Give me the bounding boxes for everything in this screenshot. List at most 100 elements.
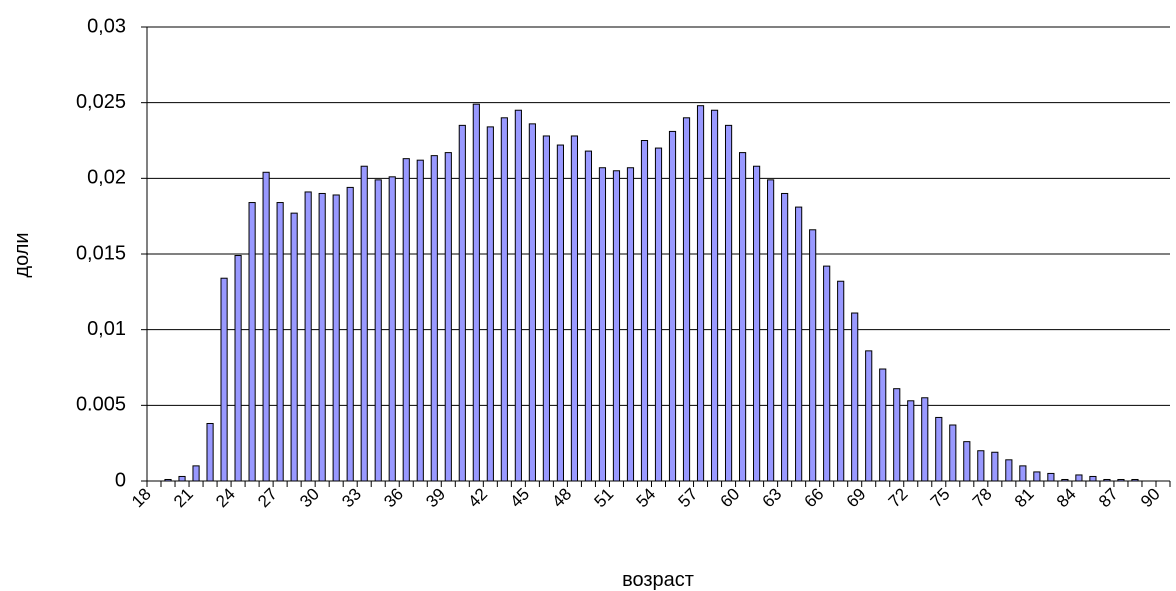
bar <box>795 206 803 482</box>
y-tick-label: 0,03 <box>87 15 126 37</box>
bar <box>654 147 663 482</box>
bar <box>570 135 579 482</box>
x-tick-label: 30 <box>296 484 323 511</box>
bar <box>416 159 424 482</box>
bar <box>1005 459 1013 482</box>
x-tick-label: 66 <box>801 484 828 511</box>
bar <box>1089 475 1097 482</box>
bar <box>192 465 200 482</box>
bar <box>865 350 873 482</box>
x-tick-label: 81 <box>1011 484 1038 511</box>
x-tick-label: 72 <box>885 484 912 511</box>
bar <box>374 179 382 482</box>
bar <box>234 255 242 482</box>
bar <box>991 451 999 482</box>
bar <box>556 144 564 482</box>
x-tick-label: 69 <box>843 484 870 511</box>
x-tick-label: 42 <box>464 484 491 511</box>
bar <box>346 186 354 482</box>
bar <box>738 152 747 482</box>
bar <box>514 109 522 482</box>
x-tick-label: 21 <box>170 484 197 511</box>
bar <box>1047 472 1055 482</box>
x-tick-label: 51 <box>590 484 617 511</box>
y-tick-label: 0.005 <box>76 394 126 416</box>
bar <box>178 475 186 482</box>
y-tick-label: 0,025 <box>76 91 126 113</box>
bar <box>668 130 677 482</box>
x-tick-label: 36 <box>380 484 407 511</box>
bar <box>921 397 929 482</box>
bar <box>1033 471 1041 482</box>
y-tick-label: 0,015 <box>76 242 126 264</box>
x-tick-label: 87 <box>1095 484 1122 511</box>
x-tick-label: 27 <box>254 484 281 511</box>
bar <box>262 171 270 482</box>
x-tick-label: 84 <box>1053 484 1080 511</box>
y-tick-label: 0 <box>115 469 126 491</box>
bar <box>724 124 733 482</box>
x-tick-label: 24 <box>212 484 239 511</box>
bar <box>332 194 340 482</box>
bar <box>851 312 859 482</box>
bar <box>500 117 508 482</box>
bar <box>220 277 228 482</box>
bar <box>486 126 494 482</box>
x-tick-label: 48 <box>548 484 575 511</box>
x-tick-label: 57 <box>675 484 702 511</box>
bar <box>206 422 214 482</box>
bar <box>304 191 312 482</box>
bar <box>710 109 719 482</box>
x-tick-label: 90 <box>1137 484 1164 511</box>
y-tick-label: 0,01 <box>87 318 126 340</box>
bar <box>935 416 943 482</box>
x-tick-label: 78 <box>969 484 996 511</box>
bar <box>1019 465 1027 482</box>
x-tick-label: 54 <box>633 484 660 511</box>
bar <box>949 424 957 482</box>
bar <box>444 152 452 482</box>
bar <box>893 388 901 482</box>
bar <box>640 140 649 482</box>
bar <box>767 179 775 482</box>
bar <box>318 192 326 482</box>
bar <box>248 202 256 482</box>
bar <box>753 165 761 482</box>
bar <box>781 192 789 482</box>
bar <box>430 155 438 482</box>
bar <box>388 176 396 482</box>
bar <box>402 158 410 482</box>
bar <box>907 400 915 482</box>
bar <box>963 441 971 482</box>
bar <box>542 135 550 482</box>
x-tick-label: 63 <box>759 484 786 511</box>
bar <box>276 202 284 482</box>
bar <box>612 170 621 482</box>
bar <box>682 117 691 482</box>
bar <box>360 165 368 482</box>
bar <box>584 150 593 482</box>
bar <box>528 123 536 482</box>
x-tick-label: 75 <box>927 484 954 511</box>
bar <box>823 265 831 482</box>
y-axis-title: доли <box>11 232 33 277</box>
x-tick-label: 18 <box>128 484 155 511</box>
bar <box>809 229 817 482</box>
x-tick-label: 39 <box>422 484 449 511</box>
x-tick-label: 60 <box>717 484 744 511</box>
y-tick-label: 0,02 <box>87 167 126 189</box>
bar <box>598 167 607 482</box>
x-tick-label: 45 <box>506 484 533 511</box>
bar <box>977 450 985 482</box>
bar <box>626 167 635 482</box>
bar <box>472 103 480 482</box>
bar <box>1075 474 1083 482</box>
bar <box>837 280 845 482</box>
x-tick-label: 33 <box>338 484 365 511</box>
x-axis-title: возраст <box>622 569 694 591</box>
bar <box>290 212 298 482</box>
bar <box>879 368 887 482</box>
bar <box>696 105 705 482</box>
bar <box>458 124 466 482</box>
